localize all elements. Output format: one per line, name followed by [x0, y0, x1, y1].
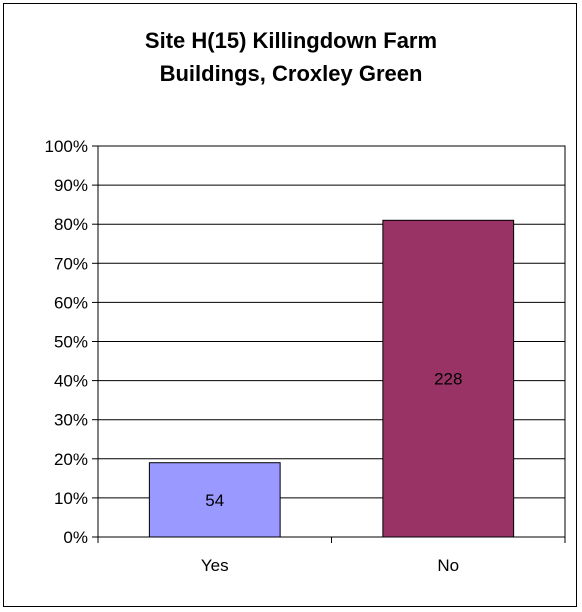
bar-yes — [148, 462, 281, 538]
chart-title-line-2: Buildings, Croxley Green — [159, 61, 423, 86]
y-tick-label: 60% — [54, 293, 88, 312]
x-tick-label-no: No — [437, 556, 459, 575]
chart-title: Site H(15) Killingdown Farm Buildings, C… — [0, 24, 582, 90]
data-label-no: 228 — [434, 370, 462, 389]
y-tick-label: 30% — [54, 411, 88, 430]
y-tick-label: 100% — [45, 137, 88, 156]
y-tick-label: 80% — [54, 215, 88, 234]
y-tick-label: 40% — [54, 372, 88, 391]
y-tick-label: 10% — [54, 489, 88, 508]
y-tick-label: 50% — [54, 333, 88, 352]
y-tick-label: 70% — [54, 254, 88, 273]
x-tick-label-yes: Yes — [201, 556, 229, 575]
y-tick-label: 0% — [63, 528, 88, 547]
y-tick-label: 90% — [54, 176, 88, 195]
y-tick-label: 20% — [54, 450, 88, 469]
data-label-yes: 54 — [205, 491, 224, 510]
chart-title-line-1: Site H(15) Killingdown Farm — [144, 28, 438, 53]
bar-no — [382, 219, 515, 538]
